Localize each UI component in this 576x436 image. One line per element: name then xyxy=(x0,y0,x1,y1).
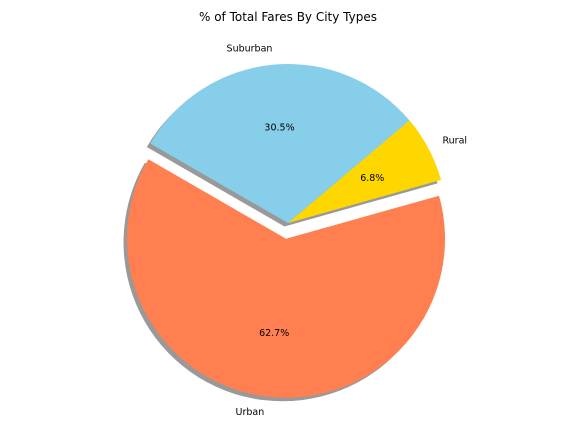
pie-pct-label-rural: 6.8% xyxy=(360,173,384,184)
pie-category-label-suburban: Suburban xyxy=(227,43,273,54)
pie-category-label-rural: Rural xyxy=(442,135,467,146)
pie-category-label-urban: Urban xyxy=(236,407,265,418)
pie-slice-layer xyxy=(127,64,446,398)
pie-pct-label-urban: 62.7% xyxy=(259,328,289,339)
pie-slice-suburban xyxy=(150,64,410,223)
pie-slice-rural xyxy=(288,120,442,223)
pie-label-layer: 62.7% Urban 6.8% Rural 30.5% Suburban xyxy=(227,43,467,418)
pie-slice-urban xyxy=(127,159,446,398)
pie-pct-label-suburban: 30.5% xyxy=(264,122,294,133)
chart-title: % of Total Fares By City Types xyxy=(198,10,377,24)
